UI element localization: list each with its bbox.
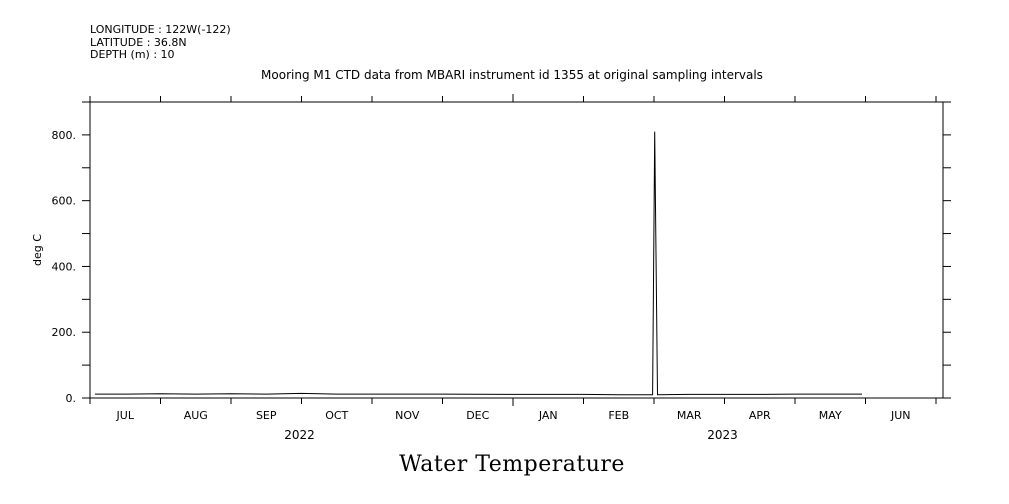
y-tick-label: 600. bbox=[52, 195, 77, 208]
x-month-label: JUL bbox=[116, 409, 135, 422]
chart-title: Mooring M1 CTD data from MBARI instrumen… bbox=[261, 68, 763, 82]
depth-label: DEPTH (m) : 10 bbox=[90, 48, 175, 61]
x-month-label: MAY bbox=[819, 409, 842, 422]
y-tick-label: 400. bbox=[52, 260, 77, 273]
y-axis-label: deg C bbox=[31, 234, 44, 266]
x-month-label: SEP bbox=[256, 409, 277, 422]
longitude-label: LONGITUDE : 122W(-122) bbox=[90, 23, 231, 36]
chart-bottom-title: Water Temperature bbox=[399, 452, 625, 477]
x-month-label: DEC bbox=[466, 409, 489, 422]
y-tick-label: 200. bbox=[52, 326, 77, 339]
x-month-label: AUG bbox=[184, 409, 208, 422]
y-tick-label: 800. bbox=[52, 129, 77, 142]
x-year-label: 2023 bbox=[707, 428, 738, 442]
x-month-label: NOV bbox=[395, 409, 420, 422]
x-month-label: JUN bbox=[890, 409, 911, 422]
x-year-label: 2022 bbox=[284, 428, 315, 442]
latitude-label: LATITUDE : 36.8N bbox=[90, 35, 187, 49]
x-month-label: OCT bbox=[325, 409, 348, 422]
x-month-label: FEB bbox=[608, 409, 629, 422]
series-line bbox=[94, 131, 862, 396]
x-month-label: JAN bbox=[538, 409, 558, 422]
location-info: LONGITUDE : 122W(-122) LATITUDE : 36.8N … bbox=[90, 23, 231, 62]
y-tick-label: 0. bbox=[66, 392, 77, 405]
x-month-label: APR bbox=[749, 409, 771, 422]
x-month-label: MAR bbox=[677, 409, 702, 422]
plot-frame bbox=[89, 101, 944, 399]
